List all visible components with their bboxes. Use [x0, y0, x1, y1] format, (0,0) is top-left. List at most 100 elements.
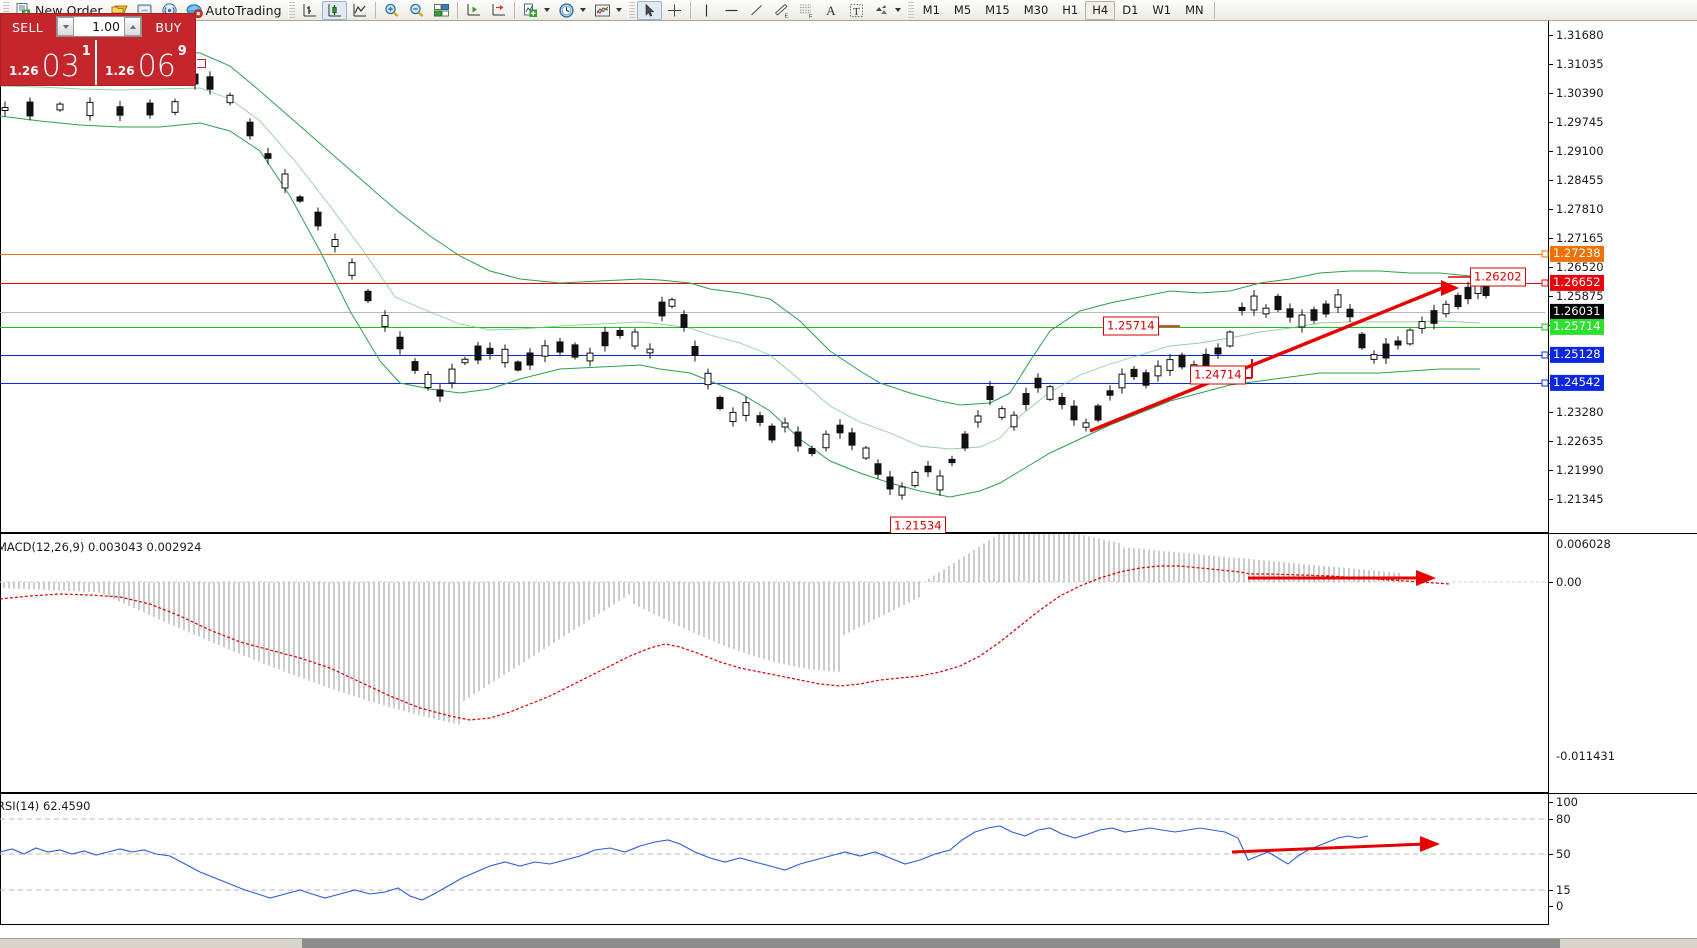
timeframe-m15[interactable]: M15 [985, 2, 1010, 17]
price-tag-125128[interactable]: 1.25128 [1550, 346, 1604, 364]
trendline-button[interactable] [744, 1, 769, 20]
sell-price-prefix: 1.26 [9, 64, 39, 78]
annotation-125714[interactable]: 1.25714 [1103, 316, 1159, 336]
timeframe-m1[interactable]: M1 [922, 2, 940, 17]
annotation-124714[interactable]: 1.24714 [1190, 365, 1246, 385]
level-handle[interactable] [1541, 351, 1549, 359]
level-handle[interactable] [1541, 250, 1549, 258]
cursor-arrow-icon [641, 2, 658, 19]
toolbar-grip[interactable] [2, 1, 9, 19]
clock-icon [558, 2, 575, 19]
price-pane-frame [0, 21, 1549, 533]
price-tag-124542[interactable]: 1.24542 [1550, 374, 1604, 392]
bar-chart-button[interactable] [297, 1, 322, 20]
metaeditor-button[interactable] [107, 1, 132, 20]
timeframe-h1[interactable]: H1 [1062, 2, 1079, 17]
candlestick-icon [326, 2, 343, 19]
price-tick-label: 1.26520 [1556, 260, 1604, 274]
candlestick-chart-button[interactable] [321, 0, 347, 20]
timeframe-mn[interactable]: MN [1185, 2, 1204, 17]
zoom-out-button[interactable] [404, 1, 429, 20]
volume-increase-button[interactable] [124, 17, 141, 36]
cursor-tool-button[interactable] [636, 0, 662, 20]
price-tag-126652[interactable]: 1.26652 [1550, 274, 1604, 292]
horizontal-scrollbar[interactable] [302, 939, 1560, 948]
price-tick-label: 1.31680 [1556, 28, 1604, 42]
level-handle[interactable] [1541, 379, 1549, 387]
crosshair-tool-button[interactable] [662, 1, 687, 20]
price-tick-label: 1.27165 [1556, 231, 1604, 245]
sell-price-display[interactable]: 1.26 03 1 [1, 40, 97, 85]
price-tag-126031[interactable]: 1.26031 [1550, 303, 1604, 321]
price-pane[interactable]: 1.26202 1.25714 1.24714 1.21534 1.31680 1… [0, 21, 1697, 536]
rsi-pane-frame [0, 794, 1549, 925]
volume-decrease-button[interactable] [57, 17, 74, 36]
tile-windows-button[interactable] [429, 1, 454, 20]
sell-button[interactable]: SELL [12, 19, 43, 35]
price-tick [1549, 441, 1553, 442]
timeframe-m5[interactable]: M5 [953, 2, 972, 17]
text-label-button[interactable]: T [844, 1, 869, 20]
buy-price-display[interactable]: 1.26 06 9 [97, 40, 193, 85]
chart-shift-button[interactable] [486, 1, 511, 20]
rsi-pane[interactable]: RSI(14) 62.4590 100 80 50 15 0 [0, 793, 1697, 925]
rsi-tick [1549, 906, 1553, 907]
macd-pane[interactable]: MACD(12,26,9) 0.003043 0.002924 0.006028… [0, 533, 1697, 793]
toolbar-grip-4[interactable] [906, 1, 914, 19]
price-tick [1549, 122, 1553, 123]
indicators-chevron-down-icon[interactable] [543, 8, 550, 12]
svg-text:A: A [826, 3, 836, 18]
indicators-button[interactable] [518, 1, 554, 20]
level-line-126652[interactable] [0, 283, 1545, 284]
vertical-line-button[interactable] [694, 1, 719, 20]
fibonacci-button[interactable]: F [794, 1, 819, 20]
arrows-chevron-down-icon[interactable] [894, 8, 901, 12]
price-tick-label: 1.27810 [1556, 202, 1604, 216]
timeframe-w1[interactable]: W1 [1152, 2, 1172, 17]
zoom-in-button[interactable] [379, 1, 404, 20]
buy-button[interactable]: BUY [155, 19, 182, 35]
timeframe-m30[interactable]: M30 [1023, 2, 1049, 17]
macd-tick-label: 0.00 [1556, 575, 1582, 589]
annotation-126202[interactable]: 1.26202 [1470, 267, 1526, 287]
level-handle[interactable] [1541, 323, 1549, 331]
toolbar-separator-4 [689, 1, 691, 19]
horizontal-line-button[interactable] [719, 1, 744, 20]
autotrading-button[interactable]: AutoTrading [182, 1, 286, 20]
arrows-button[interactable] [869, 1, 905, 20]
level-handle[interactable] [1541, 279, 1549, 287]
period-chevron-down-icon[interactable] [579, 8, 586, 12]
level-line-125128[interactable] [0, 355, 1545, 356]
auto-scroll-button[interactable] [461, 1, 486, 20]
macd-axis-line [1548, 534, 1549, 793]
macd-pane-frame [0, 534, 1549, 793]
text-button[interactable]: A [819, 1, 844, 20]
timeframe-h4[interactable]: H4 [1085, 0, 1116, 20]
timeframe-d1[interactable]: D1 [1122, 2, 1139, 17]
chart-area[interactable]: GBPUSD-,H4 1.26017 1.26033 1.26017 1.260… [0, 21, 1697, 948]
autotrading-label: AutoTrading [205, 2, 282, 18]
volume-stepper[interactable]: 1.00 [56, 16, 142, 37]
templates-chevron-down-icon[interactable] [615, 8, 622, 12]
period-button[interactable] [554, 1, 590, 20]
fibonacci-icon: F [798, 2, 815, 19]
level-line-127238[interactable] [0, 254, 1545, 255]
price-tick [1549, 209, 1553, 210]
toolbar-grip-2[interactable] [287, 1, 295, 19]
price-tag-125714[interactable]: 1.25714 [1550, 318, 1604, 336]
price-axis-line [1548, 21, 1549, 533]
price-tag-127238[interactable]: 1.27238 [1550, 245, 1604, 263]
volume-input[interactable]: 1.00 [74, 17, 124, 36]
equidistant-channel-button[interactable]: E [769, 1, 794, 20]
level-line-125714[interactable] [0, 327, 1545, 328]
toolbar-grip-3[interactable] [627, 1, 635, 19]
rsi-tick [1549, 854, 1553, 855]
line-chart-button[interactable] [347, 1, 372, 20]
svg-text:F: F [809, 14, 813, 19]
templates-button[interactable] [590, 1, 626, 20]
one-click-trading-panel[interactable]: SELL 1.00 BUY 1.26 03 1 1.26 06 9 [0, 13, 206, 86]
price-tick-label: 1.23280 [1556, 405, 1604, 419]
level-line-124542[interactable] [0, 383, 1545, 384]
sell-price-sup: 1 [81, 44, 91, 59]
